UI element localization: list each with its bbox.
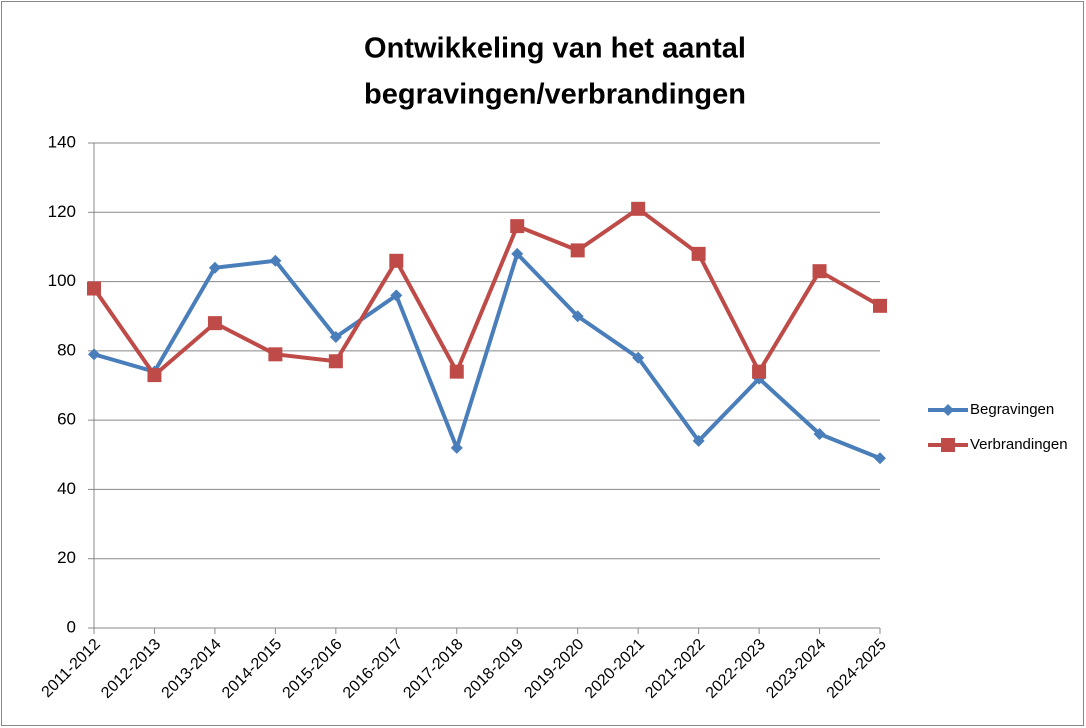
legend-marker [941,438,955,452]
marker [450,441,463,454]
y-tick-label: 120 [48,202,76,221]
legend-label: Begravingen [970,401,1054,418]
marker [874,452,886,465]
y-tick-label: 60 [57,410,76,429]
marker [328,354,343,369]
marker [813,428,826,440]
marker [329,331,342,343]
marker [691,246,706,261]
y-tick-label: 40 [57,479,76,498]
marker [389,253,404,268]
marker [88,348,100,361]
marker [873,298,887,313]
marker [268,347,283,362]
marker [631,201,646,216]
marker [449,364,464,379]
marker [87,281,101,296]
y-tick-label: 100 [48,271,76,290]
marker [752,364,767,379]
y-tick-label: 0 [67,617,76,636]
legend-marker [942,404,954,416]
marker [269,254,282,267]
marker [511,247,524,260]
y-tick-label: 80 [57,340,76,359]
series-line [93,251,881,461]
chart-title: begravingen/verbrandingen [364,79,746,111]
marker [692,434,705,447]
marker [510,219,525,234]
marker [632,351,645,364]
marker [571,310,584,323]
marker [207,316,222,331]
marker [570,243,585,258]
series-line [92,206,881,378]
marker [390,289,403,302]
y-tick-label: 140 [48,132,76,151]
y-tick-label: 20 [57,548,76,567]
legend-label: Verbrandingen [970,436,1068,453]
marker [208,261,221,274]
marker [147,368,162,383]
marker [812,264,827,279]
chart-title: Ontwikkeling van het aantal [364,33,746,65]
